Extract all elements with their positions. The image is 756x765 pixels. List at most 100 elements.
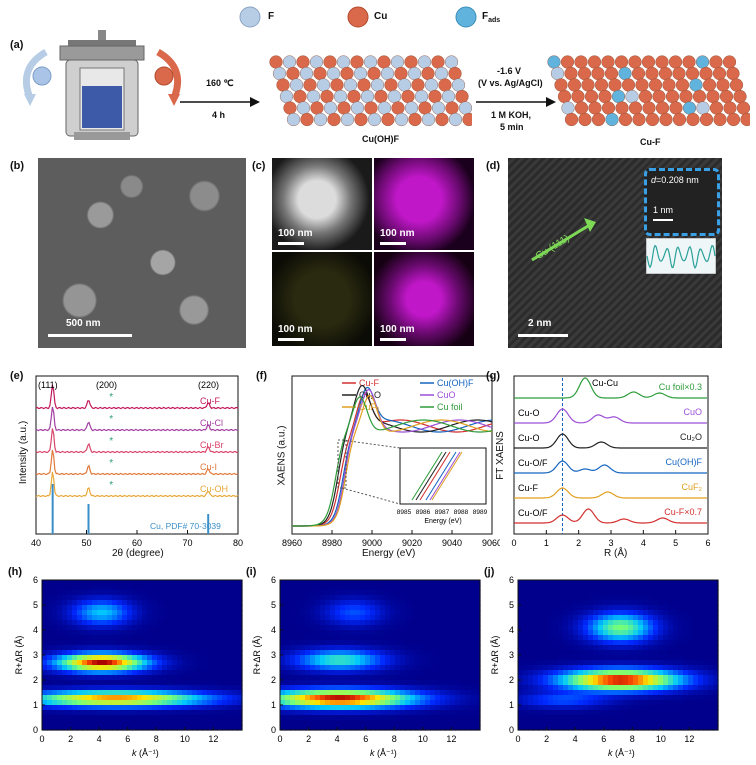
heatmap-cell bbox=[460, 705, 466, 711]
lattice-atom bbox=[636, 79, 649, 92]
lattice-atom bbox=[588, 56, 601, 69]
inset-tick-label: 8989 bbox=[473, 509, 488, 516]
heatmap-cell bbox=[112, 645, 118, 651]
heatmap-cell bbox=[415, 695, 421, 701]
heatmap-cell bbox=[365, 690, 371, 696]
heatmap-cell bbox=[523, 670, 529, 676]
heatmap-cell bbox=[62, 635, 68, 641]
heatmap-cell bbox=[142, 675, 148, 681]
heatmap-cell bbox=[628, 580, 634, 586]
heatmap-cell bbox=[152, 685, 158, 691]
heatmap-cell bbox=[117, 665, 123, 671]
heatmap-cell bbox=[285, 715, 291, 721]
heatmap-cell bbox=[107, 620, 113, 626]
heatmap-cell bbox=[315, 620, 321, 626]
heatmap-cell bbox=[568, 605, 574, 611]
heatmap-cell bbox=[648, 610, 654, 616]
heatmap-cell bbox=[450, 665, 456, 671]
heatmap-cell bbox=[603, 615, 609, 621]
heatmap-cell bbox=[578, 600, 584, 606]
heatmap-cell bbox=[132, 630, 138, 636]
heatmap-cell bbox=[217, 635, 223, 641]
heatmap-cell bbox=[435, 645, 441, 651]
heatmap-cell bbox=[390, 690, 396, 696]
heatmap-cell bbox=[132, 670, 138, 676]
heatmap-cell bbox=[633, 585, 639, 591]
heatmap-cell bbox=[643, 645, 649, 651]
heatmap-cell bbox=[415, 645, 421, 651]
heatmap-cell bbox=[132, 605, 138, 611]
heatmap-cell bbox=[345, 690, 351, 696]
heatmap-cell bbox=[152, 625, 158, 631]
heatmap-cell bbox=[47, 600, 53, 606]
heatmap-cell bbox=[688, 680, 694, 686]
heatmap-cell bbox=[563, 590, 569, 596]
heatmap-cell bbox=[420, 580, 426, 586]
heatmap-cell bbox=[187, 650, 193, 656]
heatmap-cell bbox=[533, 605, 539, 611]
heatmap-cell bbox=[568, 615, 574, 621]
heatmap-cell bbox=[618, 665, 624, 671]
heatmap-cell bbox=[578, 700, 584, 706]
heatmap-cell bbox=[415, 625, 421, 631]
heatmap-cell bbox=[137, 685, 143, 691]
heatmap-cell bbox=[62, 660, 68, 666]
xrd-peak-111: (111) bbox=[38, 380, 58, 390]
heatmap-cell bbox=[212, 650, 218, 656]
heatmap-cell bbox=[643, 580, 649, 586]
heatmap-cell bbox=[172, 680, 178, 686]
heatmap-cell bbox=[232, 690, 238, 696]
heatmap-cell bbox=[455, 720, 461, 726]
heatmap-cell bbox=[345, 660, 351, 666]
heatmap-cell bbox=[92, 690, 98, 696]
heatmap-cell bbox=[107, 635, 113, 641]
heatmap-cell bbox=[355, 705, 361, 711]
heatmap-cell bbox=[380, 640, 386, 646]
xrd-xlabel: 2θ (degree) bbox=[112, 548, 164, 559]
heatmap-cell bbox=[47, 690, 53, 696]
heatmap-cell bbox=[112, 610, 118, 616]
heatmap-cell bbox=[162, 625, 168, 631]
heatmap-cell bbox=[663, 620, 669, 626]
heatmap-cell bbox=[583, 620, 589, 626]
heatmap-cell bbox=[187, 625, 193, 631]
heatmap-cell bbox=[390, 625, 396, 631]
heatmap-cell bbox=[117, 705, 123, 711]
heatmap-cell bbox=[52, 595, 58, 601]
lattice-atom bbox=[432, 102, 445, 115]
heatmap-cell bbox=[142, 630, 148, 636]
heatmap-cell bbox=[628, 605, 634, 611]
heatmap-cell bbox=[112, 665, 118, 671]
wavelet-xtick-label: 0 bbox=[277, 734, 282, 744]
heatmap-cell bbox=[380, 600, 386, 606]
heatmap-cell bbox=[330, 695, 336, 701]
heatmap-cell bbox=[538, 670, 544, 676]
heatmap-cell bbox=[638, 660, 644, 666]
heatmap-cell bbox=[543, 630, 549, 636]
xanes-legend-label: CuO bbox=[437, 390, 456, 400]
heatmap-cell bbox=[360, 650, 366, 656]
heatmap-cell bbox=[708, 595, 714, 601]
heatmap-cell bbox=[548, 660, 554, 666]
heatmap-cell bbox=[588, 700, 594, 706]
heatmap-cell bbox=[633, 655, 639, 661]
heatmap-cell bbox=[613, 600, 619, 606]
heatmap-cell bbox=[107, 600, 113, 606]
heatmap-cell bbox=[573, 705, 579, 711]
heatmap-cell bbox=[57, 685, 63, 691]
heatmap-cell bbox=[455, 595, 461, 601]
heatmap-cell bbox=[683, 720, 689, 726]
heatmap-cell bbox=[92, 660, 98, 666]
heatmap-cell bbox=[633, 670, 639, 676]
heatmap-cell bbox=[573, 615, 579, 621]
lattice-atom bbox=[646, 67, 659, 80]
heatmap-cell bbox=[92, 645, 98, 651]
heatmap-cell bbox=[152, 670, 158, 676]
heatmap-cell bbox=[157, 645, 163, 651]
wavelet-xtick-label: 8 bbox=[392, 734, 397, 744]
heatmap-cell bbox=[340, 670, 346, 676]
heatmap-cell bbox=[523, 720, 529, 726]
heatmap-cell bbox=[300, 680, 306, 686]
heatmap-cell bbox=[573, 700, 579, 706]
heatmap-cell bbox=[232, 625, 238, 631]
